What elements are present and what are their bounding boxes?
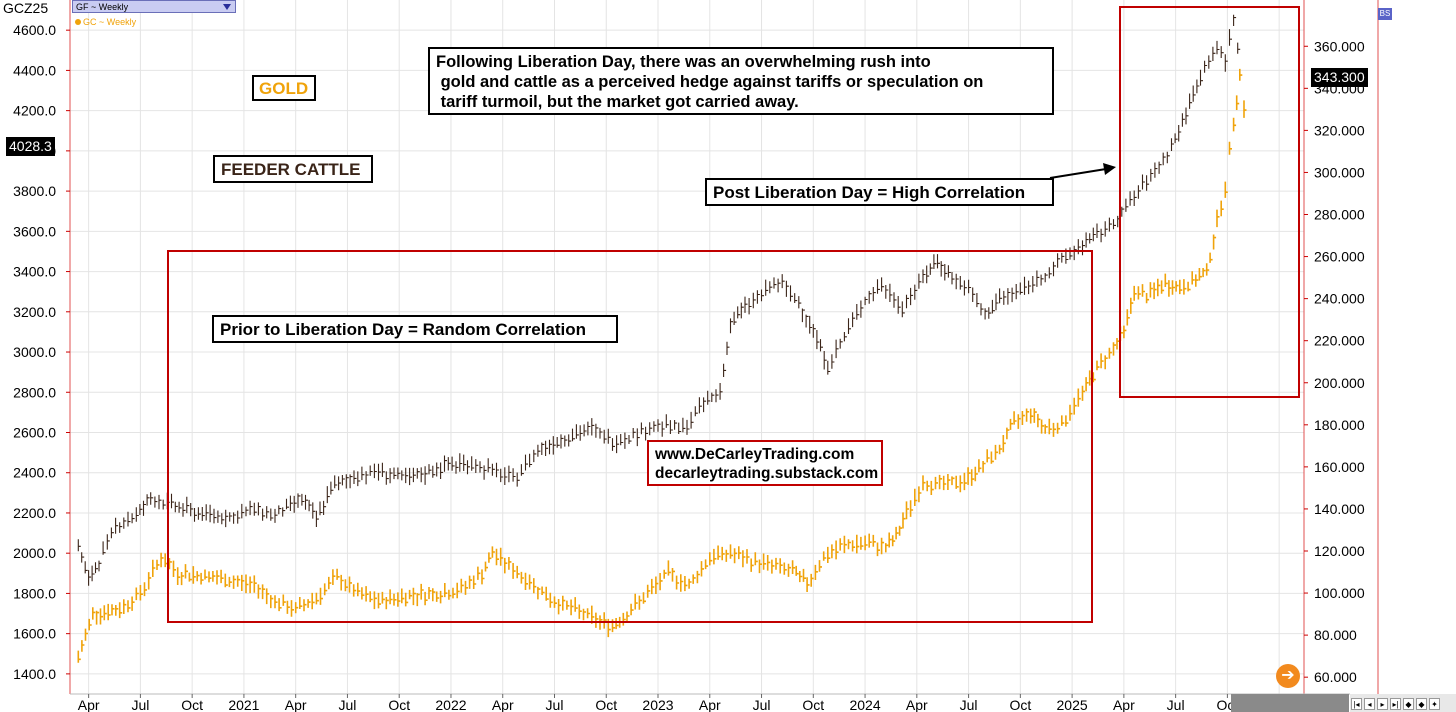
- last-page-icon[interactable]: ▸|: [1390, 698, 1401, 710]
- x-axis-ticks: Apr Jul Oct 2021 Apr Jul Oct 2022 Apr Jul Oct 2023 A…: [78, 694, 1295, 712]
- right-tick-label: 120.000: [1314, 543, 1365, 559]
- right-tick-label: 160.000: [1314, 459, 1365, 475]
- left-tick-label: 1800.0: [13, 585, 56, 601]
- right-tick-label: 180.000: [1314, 417, 1365, 433]
- right-tick-label: 260.000: [1314, 249, 1365, 265]
- left-tick-label: 2800.0: [13, 384, 56, 400]
- prior-label: Prior to Liberation Day = Random Correla…: [212, 315, 618, 343]
- website-line-1: www.DeCarleyTrading.com: [655, 446, 855, 463]
- legend-primary: GF ~ Weekly: [76, 2, 129, 12]
- right-tick-label: 280.000: [1314, 207, 1365, 223]
- x-tick-label: Apr: [492, 697, 514, 712]
- series-cattle: [77, 14, 1241, 586]
- x-tick-label: 2022: [435, 697, 466, 712]
- left-tick-label: 2200.0: [13, 505, 56, 521]
- left-tick-label: 3600.0: [13, 223, 56, 239]
- right-tick-label: 320.000: [1314, 122, 1365, 138]
- cattle-label: FEEDER CATTLE: [213, 155, 373, 183]
- website-label: www.DeCarleyTrading.com decarleytrading.…: [647, 440, 883, 486]
- x-tick-label: Oct: [1009, 697, 1031, 712]
- website-line-2: decarleytrading.substack.com: [655, 465, 879, 482]
- x-tick-label: Oct: [388, 697, 410, 712]
- bs-icon[interactable]: BS: [1378, 8, 1392, 20]
- left-tick-label: 3000.0: [13, 344, 56, 360]
- gold-dot-icon: [75, 19, 81, 25]
- next-icon[interactable]: ▸: [1377, 698, 1388, 710]
- last-price-right: 343.300: [1311, 68, 1368, 87]
- left-tick-label: 2600.0: [13, 424, 56, 440]
- x-axis-dark-band: [1231, 694, 1349, 712]
- x-tick-label: Apr: [78, 697, 100, 712]
- right-tick-label: 360.000: [1314, 38, 1365, 54]
- left-tick-label: 3200.0: [13, 304, 56, 320]
- navigation-bar: |◂ ◂ ▸ ▸| ◆ ◆ ✦: [1350, 694, 1456, 712]
- annotation-top-line-3: tariff turmoil, but the market got carri…: [436, 93, 799, 111]
- left-tick-label: 3400.0: [13, 264, 56, 280]
- gold-label: GOLD: [252, 75, 316, 101]
- x-tick-label: Jul: [546, 697, 564, 712]
- series-group: [77, 14, 1247, 663]
- last-price-left: 4028.3: [6, 137, 55, 156]
- right-tick-label: 200.000: [1314, 375, 1365, 391]
- right-tick-label: 60.000: [1314, 669, 1357, 685]
- right-tick-label: 80.000: [1314, 627, 1357, 643]
- x-tick-label: Apr: [285, 697, 307, 712]
- left-axis-ticks: 1400.0 1600.0 1800.0 2000.0 2200.0 2400.0 2600…: [13, 22, 70, 682]
- post-label: Post Liberation Day = High Correlation: [705, 178, 1054, 206]
- series-bars: [77, 68, 1247, 663]
- left-tick-label: 4200.0: [13, 103, 56, 119]
- zoom-in-icon[interactable]: ◆: [1403, 698, 1414, 710]
- post-arrow-line: [1049, 168, 1107, 179]
- annotation-top-line-1: Following Liberation Day, there was an o…: [436, 53, 931, 71]
- right-tick-label: 100.000: [1314, 585, 1365, 601]
- arrow-right-icon: ➔: [1281, 667, 1295, 684]
- x-tick-label: Apr: [1113, 697, 1135, 712]
- x-tick-label: 2025: [1057, 697, 1088, 712]
- x-tick-label: Apr: [906, 697, 928, 712]
- annotation-top: Following Liberation Day, there was an o…: [428, 47, 1054, 115]
- right-axis-ticks: 60.000 80.000 100.000 120.000 140.000 160.000…: [1304, 38, 1365, 685]
- x-tick-label: Oct: [802, 697, 824, 712]
- x-tick-label: 2021: [228, 697, 259, 712]
- right-tick-label: 240.000: [1314, 291, 1365, 307]
- left-tick-label: 1400.0: [13, 666, 56, 682]
- prior-period-box: [167, 250, 1093, 623]
- study-selector[interactable]: GF ~ Weekly: [72, 0, 236, 13]
- right-tick-label: 140.000: [1314, 501, 1365, 517]
- left-tick-label: 4600.0: [13, 22, 56, 38]
- post-arrow-head: [1103, 163, 1116, 175]
- x-tick-label: Jul: [753, 697, 771, 712]
- legend-secondary: GC ~ Weekly: [75, 17, 136, 27]
- prev-icon[interactable]: ◂: [1364, 698, 1375, 710]
- right-tick-label: 300.000: [1314, 164, 1365, 180]
- x-tick-label: 2023: [642, 697, 673, 712]
- zoom-out-icon[interactable]: ◆: [1416, 698, 1427, 710]
- series-gold: [77, 68, 1247, 663]
- x-tick-label: Oct: [595, 697, 617, 712]
- chevron-down-icon[interactable]: [223, 4, 231, 10]
- post-period-box: [1119, 6, 1300, 398]
- left-tick-label: 2400.0: [13, 465, 56, 481]
- settings-icon[interactable]: ✦: [1429, 698, 1440, 710]
- x-tick-label: Jul: [1167, 697, 1185, 712]
- left-tick-label: 1600.0: [13, 626, 56, 642]
- left-tick-label: 3800.0: [13, 183, 56, 199]
- x-tick-label: Jul: [131, 697, 149, 712]
- annotation-top-line-2: gold and cattle as a perceived hedge aga…: [436, 73, 984, 91]
- x-tick-label: Apr: [699, 697, 721, 712]
- x-tick-label: Jul: [960, 697, 978, 712]
- x-tick-label: 2024: [849, 697, 880, 712]
- left-tick-label: 4400.0: [13, 62, 56, 78]
- symbol-label: GCZ25: [3, 0, 49, 16]
- first-page-icon[interactable]: |◂: [1351, 698, 1362, 710]
- chart-grid: [70, 0, 1304, 694]
- series-bars: [77, 14, 1241, 586]
- x-tick-label: Oct: [181, 697, 203, 712]
- right-tick-label: 220.000: [1314, 333, 1365, 349]
- scroll-right-button[interactable]: ➔: [1276, 664, 1300, 688]
- legend-secondary-label: GC ~ Weekly: [83, 17, 137, 27]
- x-tick-label: Jul: [338, 697, 356, 712]
- left-tick-label: 2000.0: [13, 545, 56, 561]
